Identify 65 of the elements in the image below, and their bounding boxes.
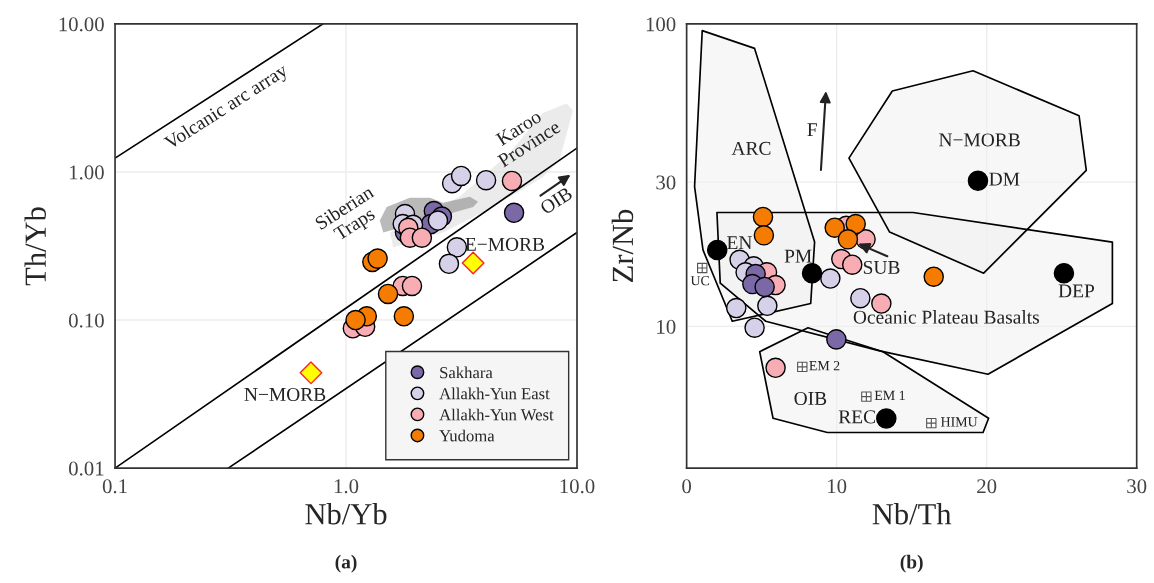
x-tick-label: 0 [682, 479, 692, 494]
point [754, 276, 775, 298]
y-tick-label: 0.10 [68, 313, 104, 328]
y-tick-label: 30 [656, 175, 676, 190]
y-axis-title: Zr/Nb [611, 209, 634, 282]
annotation: EM 1 [874, 390, 905, 400]
point [744, 317, 765, 339]
text: (a) [335, 554, 357, 573]
point [861, 391, 872, 402]
annotation: EM 2 [809, 361, 840, 371]
x-tick-label: 0.1 [102, 479, 127, 494]
point [1053, 262, 1075, 284]
annotation: OIB [539, 186, 574, 215]
point [876, 408, 897, 429]
point [845, 213, 866, 235]
point [706, 239, 728, 261]
legend-label: Yudoma [439, 429, 495, 442]
x-axis-title: Nb/Yb [305, 503, 387, 525]
x-tick-label: 1.0 [334, 479, 359, 494]
x-axis-title: Nb/Th [872, 503, 952, 525]
annotation: F [807, 123, 817, 137]
point [923, 266, 944, 287]
annotation: UC [690, 276, 710, 286]
point [926, 417, 937, 429]
point [752, 206, 774, 228]
annotation: HIMU [940, 417, 978, 427]
legend-label: Allakh-Yun East [439, 387, 550, 400]
annotation: OIB [794, 391, 827, 406]
x-tick-label: 10 [828, 479, 847, 494]
legend-label: Allakh-Yun West [439, 408, 554, 421]
point [837, 229, 859, 250]
point [841, 254, 863, 275]
y-tick-label: 10.00 [59, 17, 104, 32]
annotation: PM [784, 249, 812, 263]
point [967, 170, 989, 192]
point [826, 329, 847, 350]
annotation: REC [838, 410, 875, 424]
point [753, 225, 775, 246]
x-tick-label: 10.0 [560, 479, 595, 494]
point [726, 297, 747, 319]
point [765, 357, 786, 379]
annotation: SUB [863, 260, 900, 274]
x-tick-label: 20 [977, 479, 997, 494]
y-tick-label: 0.01 [68, 461, 104, 476]
x-tick-label: 30 [1127, 479, 1147, 494]
y-tick-label: 10 [657, 319, 676, 334]
annotation: E−MORB [465, 237, 545, 251]
y-tick-label: 100 [646, 17, 676, 32]
point [824, 217, 845, 238]
point [801, 262, 823, 284]
annotation: DEP [1058, 284, 1095, 298]
point [757, 295, 778, 317]
text: (b) [900, 554, 923, 573]
annotation: N−MORB [244, 387, 326, 402]
annotation: ARC [731, 141, 771, 155]
point [797, 361, 808, 373]
annotation: Oceanic Plateau Basalts [853, 310, 1040, 324]
legend-label: Sakhara [440, 366, 493, 379]
y-tick-label: 1.00 [70, 165, 104, 180]
annotation: DM [989, 172, 1020, 186]
annotation: EN [727, 236, 752, 250]
annotation: N−MORB [939, 133, 1020, 147]
point [820, 268, 841, 289]
y-axis-title: Th/Yb [24, 207, 46, 286]
point [850, 287, 871, 309]
